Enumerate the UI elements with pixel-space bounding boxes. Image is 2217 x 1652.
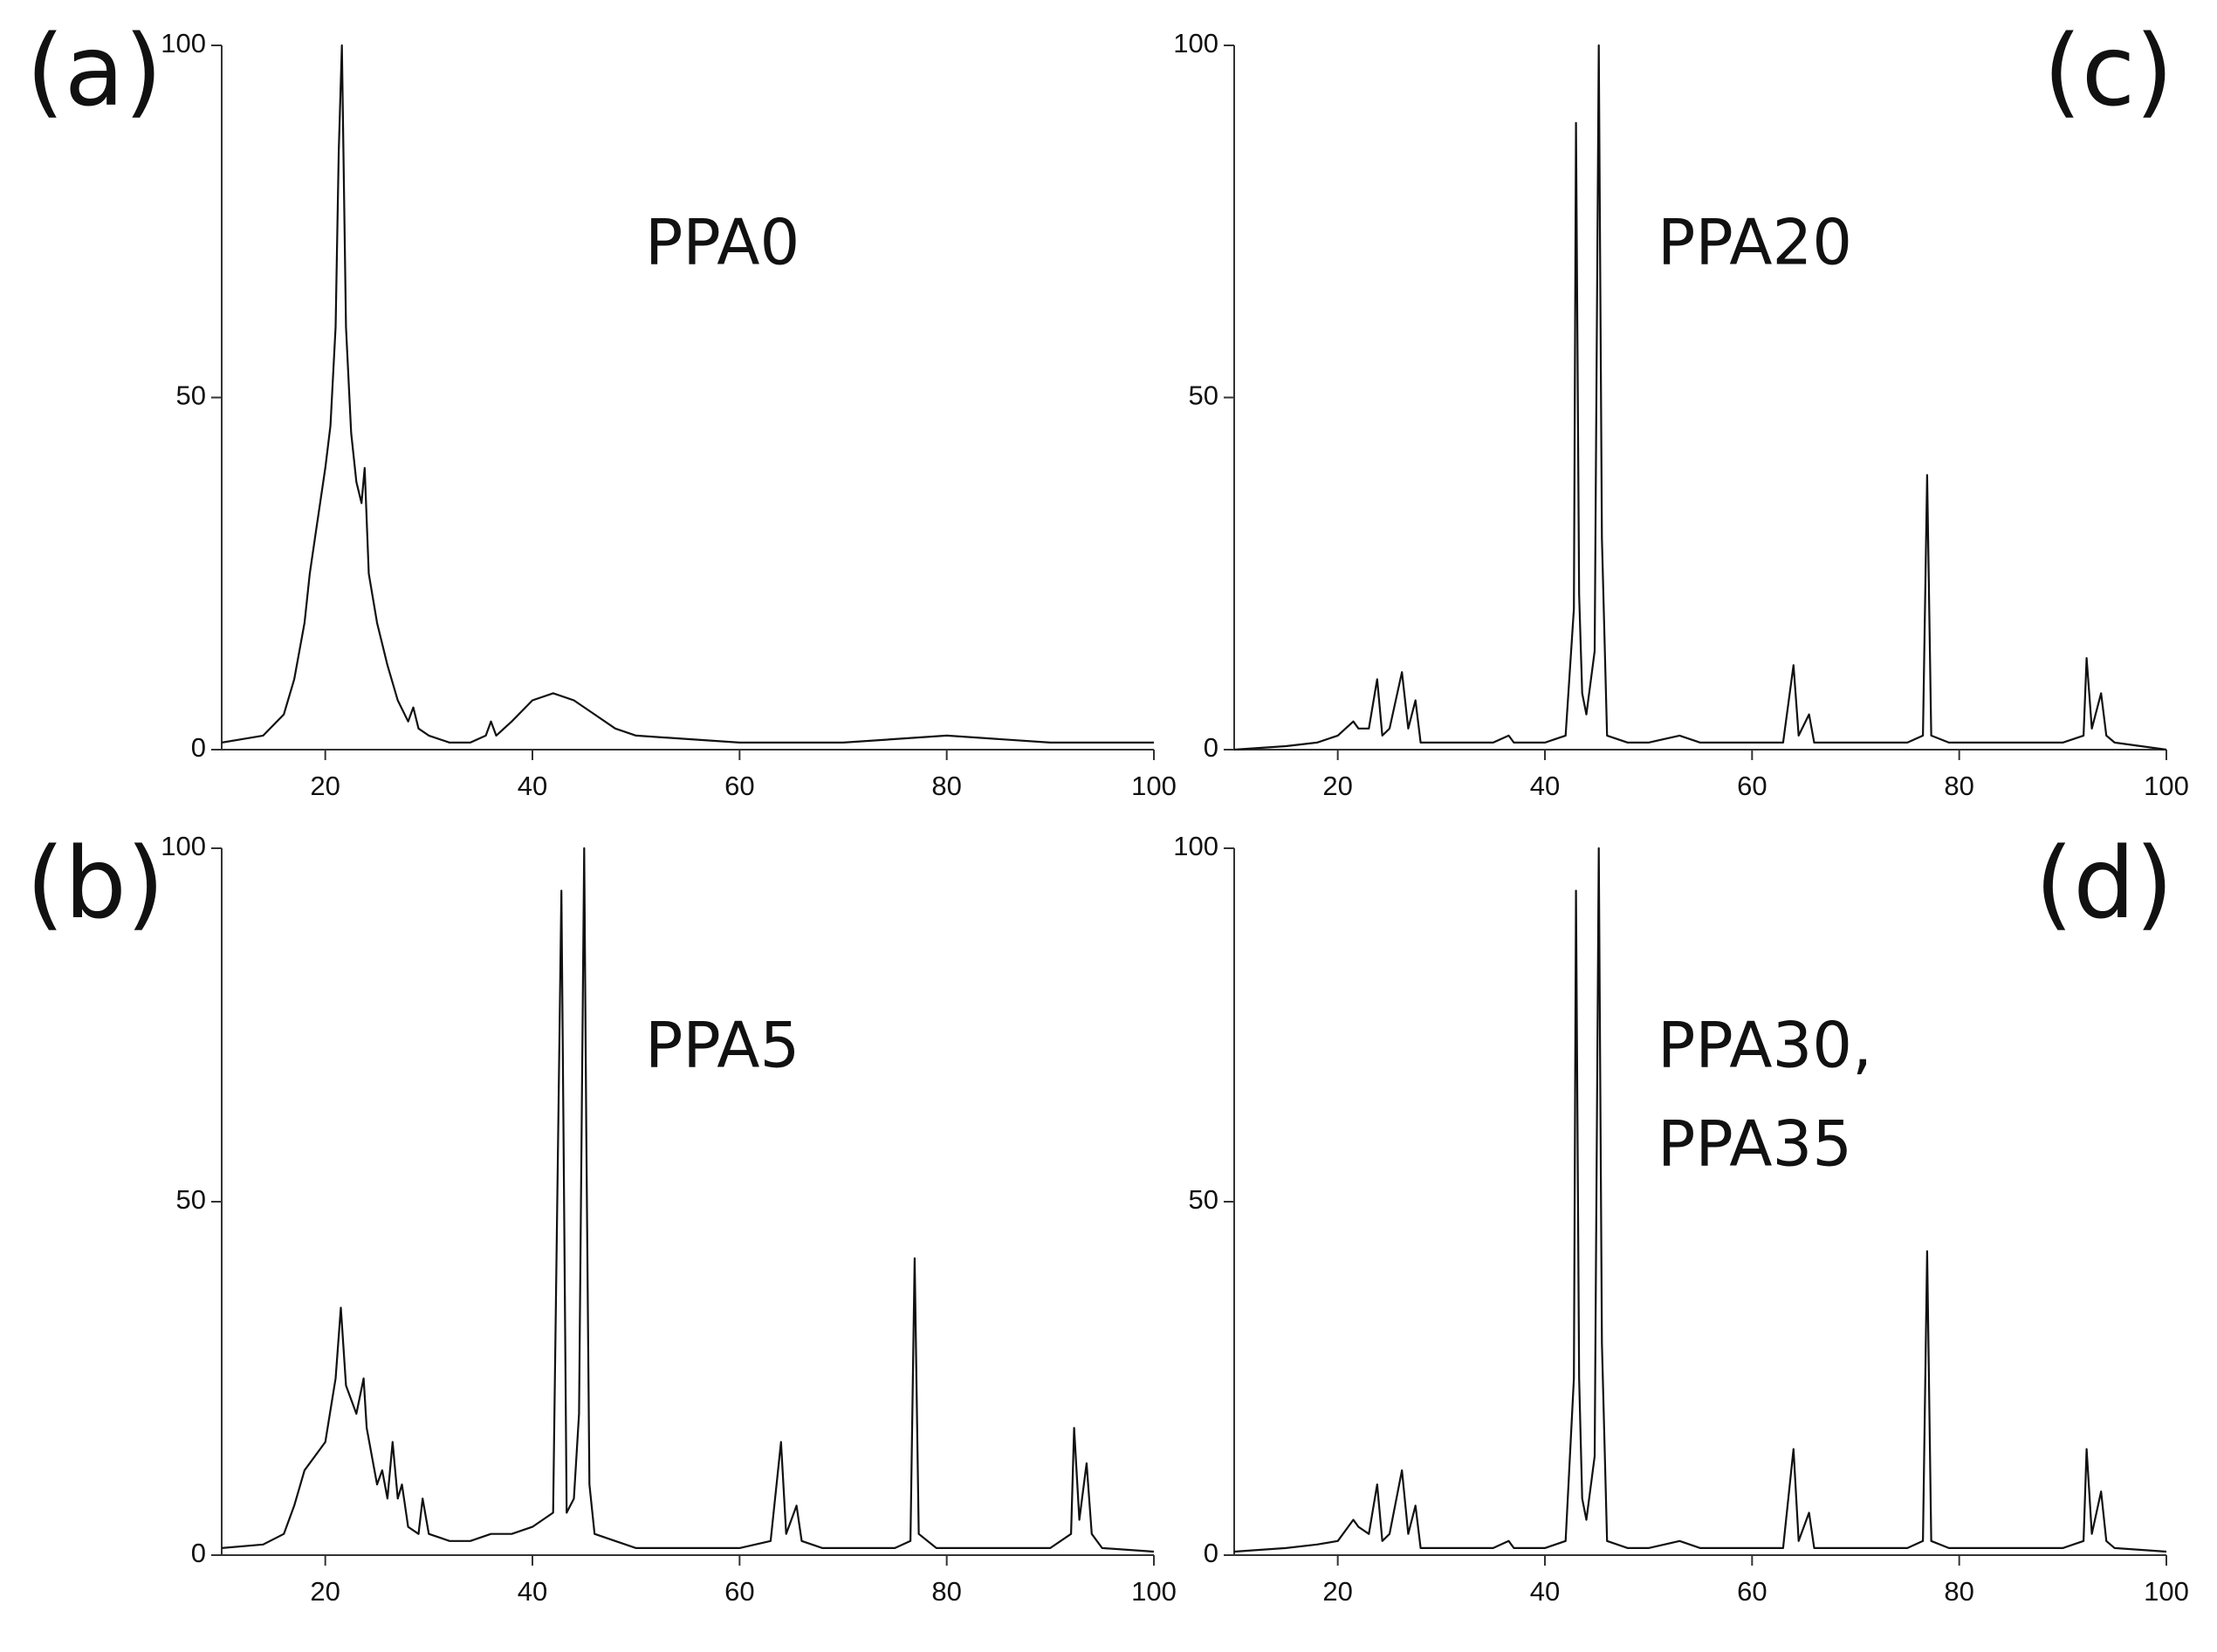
annotation: PPA30, xyxy=(1658,1009,1872,1082)
y-tick-label: 0 xyxy=(1204,1538,1218,1568)
y-tick-label: 100 xyxy=(161,28,206,58)
y-tick-label: 0 xyxy=(191,1538,206,1568)
x-tick-label: 80 xyxy=(1944,1576,1973,1607)
x-tick-label: 100 xyxy=(2144,771,2189,801)
x-tick-label: 80 xyxy=(931,1576,961,1607)
y-tick-label: 50 xyxy=(1189,380,1218,411)
xrd-line xyxy=(221,44,1154,744)
annotation: PPA5 xyxy=(645,1009,800,1082)
x-tick-label: 60 xyxy=(1737,771,1767,801)
y-tick-label: 0 xyxy=(191,732,206,763)
x-tick-label: 40 xyxy=(518,771,547,801)
y-tick-label: 50 xyxy=(176,1184,206,1215)
annotation: PPA35 xyxy=(1658,1107,1852,1181)
xrd-line xyxy=(1233,44,2167,751)
x-tick-label: 20 xyxy=(1322,1576,1352,1607)
y-tick-label: 100 xyxy=(161,831,206,861)
x-tick-label: 20 xyxy=(310,771,340,801)
annotation: PPA20 xyxy=(1658,206,1852,279)
x-tick-label: 100 xyxy=(1131,1576,1177,1607)
annotation: PPA0 xyxy=(645,206,800,279)
x-tick-label: 60 xyxy=(724,771,754,801)
panel-label: (d) xyxy=(2035,827,2173,941)
x-tick-label: 80 xyxy=(931,771,961,801)
x-tick-label: 80 xyxy=(1944,771,1973,801)
y-tick-label: 0 xyxy=(1204,732,1218,763)
x-tick-label: 100 xyxy=(1131,771,1177,801)
x-tick-label: 60 xyxy=(1737,1576,1767,1607)
x-tick-label: 40 xyxy=(1530,1576,1560,1607)
x-tick-label: 40 xyxy=(1530,771,1560,801)
y-tick-label: 100 xyxy=(1173,831,1218,861)
panel-label: (b) xyxy=(26,827,164,941)
y-tick-label: 100 xyxy=(1173,28,1218,58)
xrd-line xyxy=(221,847,1155,1553)
panel-label: (c) xyxy=(2043,15,2173,128)
y-tick-label: 50 xyxy=(176,380,206,411)
xrd-line xyxy=(1233,847,2167,1553)
x-tick-label: 40 xyxy=(518,1576,547,1607)
x-tick-label: 20 xyxy=(310,1576,340,1607)
x-tick-label: 100 xyxy=(2144,1576,2189,1607)
y-tick-label: 50 xyxy=(1189,1184,1218,1215)
x-tick-label: 20 xyxy=(1322,771,1352,801)
panel-label: (a) xyxy=(26,15,162,128)
x-tick-label: 60 xyxy=(724,1576,754,1607)
